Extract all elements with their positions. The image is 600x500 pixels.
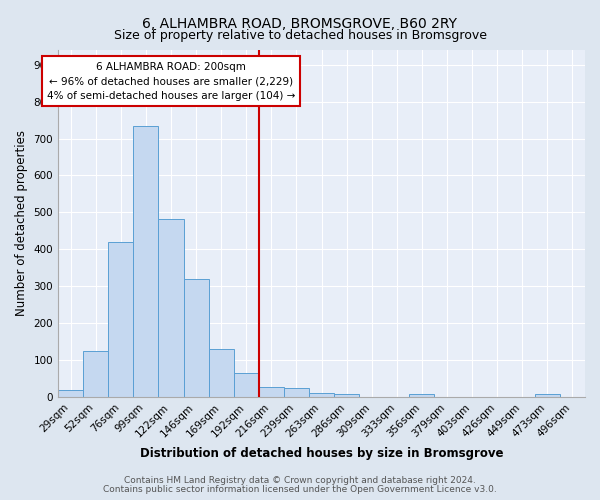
Bar [133,126,158,397]
Text: 6, ALHAMBRA ROAD, BROMSGROVE, B60 2RY: 6, ALHAMBRA ROAD, BROMSGROVE, B60 2RY [143,18,458,32]
Bar [158,218,184,397]
Bar [409,394,434,397]
Bar [535,394,560,397]
Bar [284,388,309,397]
Bar [309,392,334,397]
Text: Contains public sector information licensed under the Open Government Licence v3: Contains public sector information licen… [103,485,497,494]
Bar [184,279,209,397]
Bar [259,386,284,397]
Bar [233,373,259,397]
Bar [108,242,133,397]
Bar [83,351,108,397]
X-axis label: Distribution of detached houses by size in Bromsgrove: Distribution of detached houses by size … [140,447,503,460]
Bar [209,349,233,397]
Bar [58,390,83,397]
Text: 6 ALHAMBRA ROAD: 200sqm
← 96% of detached houses are smaller (2,229)
4% of semi-: 6 ALHAMBRA ROAD: 200sqm ← 96% of detache… [47,62,295,101]
Text: Size of property relative to detached houses in Bromsgrove: Size of property relative to detached ho… [113,29,487,42]
Text: Contains HM Land Registry data © Crown copyright and database right 2024.: Contains HM Land Registry data © Crown c… [124,476,476,485]
Y-axis label: Number of detached properties: Number of detached properties [15,130,28,316]
Bar [334,394,359,397]
